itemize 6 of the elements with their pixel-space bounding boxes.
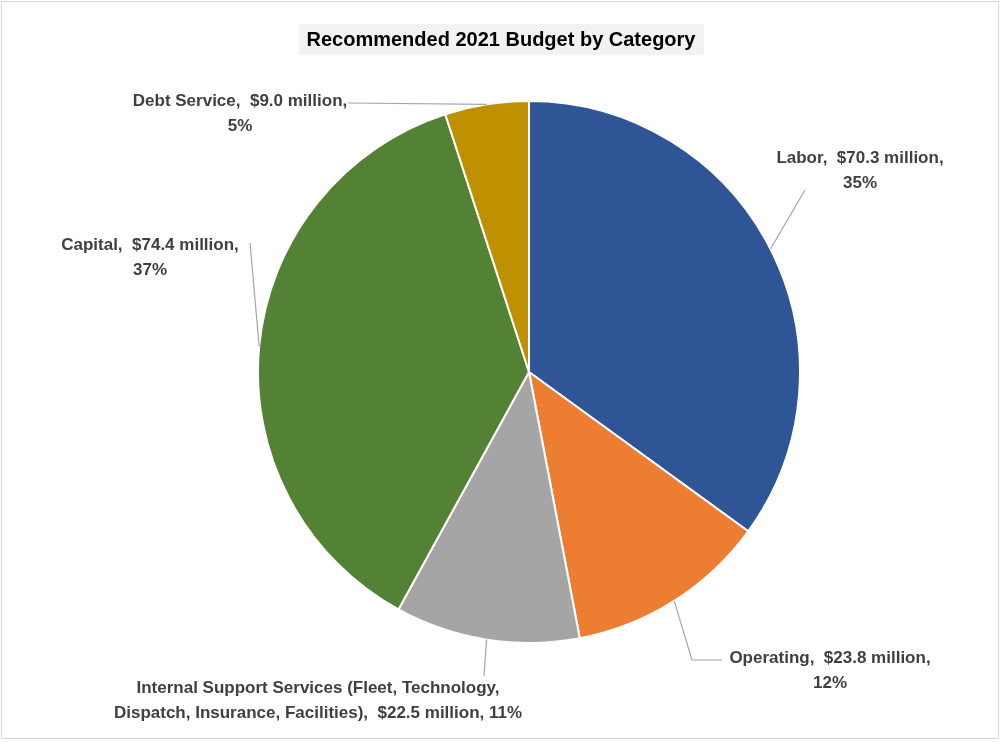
chart-title: Recommended 2021 Budget by Category [298, 24, 704, 55]
slice-label: Labor, $70.3 million, 35% [776, 148, 944, 193]
slice-label: Internal Support Services (Fleet, Technology, Dispatch, Insurance, Facilities), $22.5 million, 11% [113, 678, 523, 723]
slice-label: Operating, $23.8 million, 12% [729, 648, 931, 693]
slice-label: Debt Service, $9.0 million, 5% [132, 91, 348, 136]
slice-label: Capital, $74.4 million, 37% [61, 235, 239, 280]
